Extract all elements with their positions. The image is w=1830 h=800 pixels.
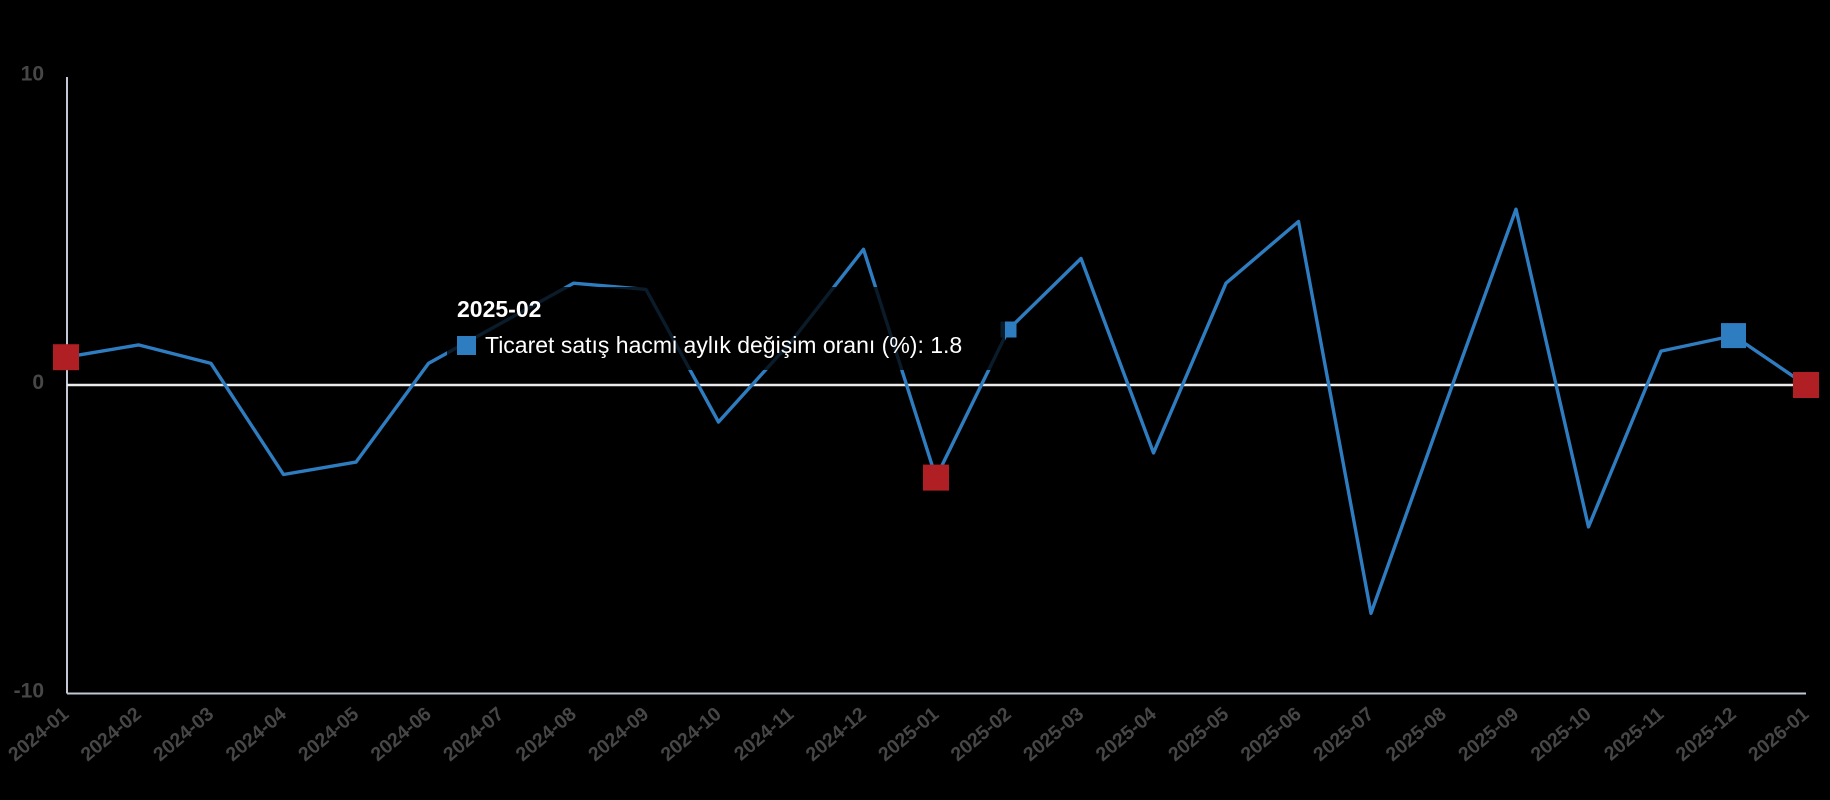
tooltip: 2025-02 Ticaret satış hacmi aylık değişi… bbox=[447, 287, 1005, 370]
x-axis-label: 2024-08 bbox=[512, 703, 581, 766]
marker-2025-12[interactable] bbox=[1721, 323, 1746, 349]
y-axis-label: 0 bbox=[32, 371, 44, 394]
x-axis-label: 2026-01 bbox=[1744, 703, 1813, 766]
tooltip-series-row: Ticaret satış hacmi aylık değişim oranı … bbox=[457, 332, 991, 358]
x-axis-label: 2024-03 bbox=[149, 703, 218, 766]
marker-2024-01[interactable] bbox=[53, 344, 79, 371]
x-axis-label: 2024-07 bbox=[439, 703, 508, 766]
x-axis-label: 2025-12 bbox=[1672, 703, 1741, 766]
x-axis-label: 2025-08 bbox=[1382, 703, 1451, 766]
series-line[interactable] bbox=[64, 207, 1808, 615]
y-axis-label: 10 bbox=[21, 63, 44, 86]
x-axis-label: 2024-06 bbox=[367, 703, 436, 766]
x-axis-label: 2024-12 bbox=[802, 703, 871, 766]
x-axis-label: 2025-05 bbox=[1164, 703, 1233, 766]
x-axis-label: 2025-07 bbox=[1309, 703, 1378, 766]
x-axis-label: 2025-01 bbox=[874, 703, 943, 766]
x-axis-label: 2024-05 bbox=[294, 703, 363, 766]
x-axis-label: 2025-02 bbox=[947, 703, 1016, 766]
x-axis-label: 2024-11 bbox=[730, 703, 798, 765]
y-axis-label: -10 bbox=[14, 680, 44, 703]
x-axis-label: 2024-01 bbox=[4, 703, 73, 766]
x-axis-label: 2025-06 bbox=[1237, 703, 1306, 766]
x-axis-label: 2024-04 bbox=[222, 703, 291, 766]
marker-2025-01[interactable] bbox=[923, 464, 949, 491]
x-axis-label: 2025-10 bbox=[1527, 703, 1596, 766]
x-axis-label: 2025-04 bbox=[1092, 703, 1161, 766]
x-axis-label: 2024-10 bbox=[657, 703, 726, 766]
marker-2026-01[interactable] bbox=[1793, 372, 1819, 398]
x-axis-label: 2024-02 bbox=[77, 703, 146, 766]
tooltip-series-text: Ticaret satış hacmi aylık değişim oranı … bbox=[485, 332, 963, 358]
series-color-swatch-icon bbox=[457, 335, 476, 355]
x-axis-label: 2024-09 bbox=[584, 703, 653, 766]
x-axis-label: 2025-03 bbox=[1019, 703, 1088, 766]
x-axis-label: 2025-11 bbox=[1600, 703, 1668, 765]
x-axis-label: 2025-09 bbox=[1454, 703, 1523, 766]
tooltip-title: 2025-02 bbox=[457, 296, 542, 322]
